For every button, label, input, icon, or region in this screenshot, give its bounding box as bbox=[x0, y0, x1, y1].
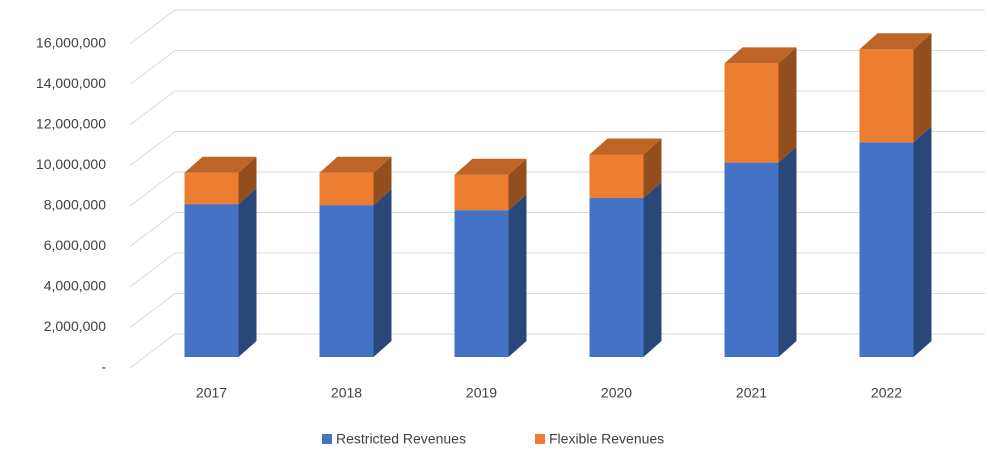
bar bbox=[184, 172, 239, 205]
grid-line bbox=[129, 90, 985, 126]
bar-side bbox=[913, 33, 932, 143]
y-tick-label: 16,000,000 bbox=[36, 35, 106, 51]
bar-side bbox=[373, 156, 392, 206]
bar-side bbox=[643, 182, 662, 357]
bar bbox=[859, 49, 914, 143]
x-tick-label: 2022 bbox=[871, 385, 902, 401]
bar bbox=[184, 204, 239, 357]
bar bbox=[859, 142, 914, 357]
bar bbox=[589, 198, 644, 357]
bar-side bbox=[913, 126, 932, 357]
bar-top bbox=[319, 156, 392, 173]
bar-side bbox=[778, 47, 797, 163]
bar-side bbox=[238, 188, 257, 357]
bar-side bbox=[238, 156, 257, 205]
bar-top bbox=[589, 138, 662, 155]
bar bbox=[454, 174, 509, 211]
y-tick-label: 10,000,000 bbox=[36, 156, 106, 172]
grid-line bbox=[129, 212, 985, 247]
y-tick-label: 8,000,000 bbox=[44, 197, 106, 213]
y-tick-label: - bbox=[101, 359, 106, 375]
y-tick-label: 4,000,000 bbox=[44, 278, 106, 294]
bar-side bbox=[643, 138, 662, 199]
bar bbox=[454, 210, 509, 357]
bar-side bbox=[778, 146, 797, 357]
bar-side bbox=[373, 189, 392, 357]
y-tick-label: 2,000,000 bbox=[44, 318, 106, 334]
bar-top bbox=[184, 156, 257, 173]
legend-label: Restricted Revenues bbox=[336, 431, 466, 447]
y-tick-label: 6,000,000 bbox=[44, 237, 106, 253]
y-tick-label: 14,000,000 bbox=[36, 75, 106, 91]
bar bbox=[724, 162, 779, 357]
legend-label: Flexible Revenues bbox=[549, 431, 664, 447]
x-tick-label: 2020 bbox=[601, 385, 632, 401]
legend-swatch bbox=[535, 434, 545, 444]
grid-line bbox=[129, 131, 985, 166]
bar bbox=[319, 205, 374, 357]
grid-line bbox=[129, 9, 985, 45]
bar-side bbox=[508, 158, 527, 211]
bar bbox=[589, 154, 644, 199]
y-tick-label: 12,000,000 bbox=[36, 116, 106, 132]
grid-line bbox=[129, 333, 985, 369]
x-tick-label: 2018 bbox=[331, 385, 362, 401]
grid-line bbox=[129, 50, 985, 85]
grid-line bbox=[129, 171, 985, 207]
x-tick-label: 2017 bbox=[196, 385, 227, 401]
grid-line bbox=[129, 252, 985, 288]
x-tick-label: 2019 bbox=[466, 385, 497, 401]
bar-top bbox=[454, 158, 527, 175]
bar bbox=[319, 172, 374, 206]
grid-line bbox=[129, 293, 985, 328]
x-tick-label: 2021 bbox=[736, 385, 767, 401]
bar-top bbox=[859, 33, 932, 50]
legend-swatch bbox=[322, 434, 332, 444]
bar-side bbox=[508, 194, 527, 357]
bar bbox=[724, 63, 779, 163]
bar-top bbox=[724, 47, 797, 64]
